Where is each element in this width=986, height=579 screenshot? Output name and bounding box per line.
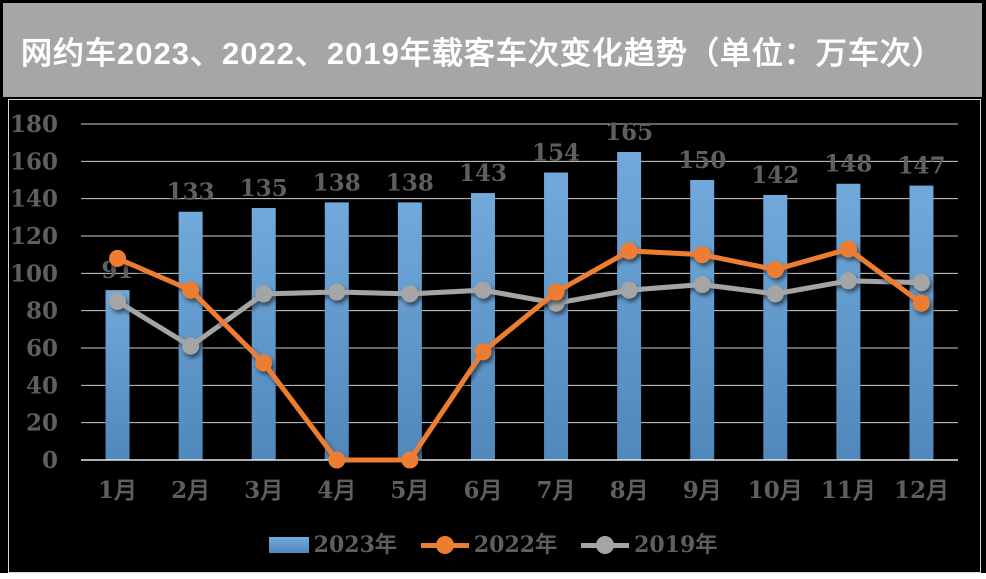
svg-text:160: 160	[10, 148, 58, 175]
svg-text:1月: 1月	[98, 477, 137, 504]
chart-legend: 2023年 2022年 2019年	[0, 533, 986, 557]
svg-text:140: 140	[10, 186, 58, 213]
svg-text:8月: 8月	[610, 477, 649, 504]
svg-text:6月: 6月	[463, 477, 502, 504]
svg-text:138: 138	[386, 169, 434, 196]
svg-text:20: 20	[26, 410, 58, 437]
x-axis-labels: 1月 2月 3月 4月 5月 6月 7月 8月 9月 10月 11月 12月	[98, 477, 949, 504]
y-axis-labels: 180 160 140 120 100 80 60 40 20 0	[10, 111, 58, 474]
svg-text:80: 80	[26, 298, 58, 325]
svg-text:5月: 5月	[390, 477, 429, 504]
svg-text:143: 143	[459, 160, 507, 187]
line-series-2019年	[109, 272, 930, 355]
svg-text:142: 142	[751, 162, 799, 189]
svg-text:138: 138	[313, 169, 361, 196]
svg-text:154: 154	[532, 140, 580, 167]
page-margin	[0, 573, 986, 579]
svg-text:148: 148	[824, 151, 872, 178]
legend-item-2022: 2022年	[420, 532, 558, 558]
svg-text:3月: 3月	[244, 477, 283, 504]
svg-text:133: 133	[167, 179, 215, 206]
svg-text:11月: 11月	[821, 477, 876, 504]
legend-label-2019: 2019年	[634, 532, 718, 558]
svg-text:4月: 4月	[317, 477, 356, 504]
svg-text:135: 135	[240, 175, 288, 202]
svg-text:10月: 10月	[748, 477, 803, 504]
svg-text:40: 40	[26, 372, 58, 399]
svg-text:9月: 9月	[683, 477, 722, 504]
svg-text:100: 100	[10, 260, 58, 287]
gridlines	[81, 123, 958, 424]
svg-text:120: 120	[10, 223, 58, 250]
svg-text:147: 147	[897, 153, 945, 180]
bar-series-2023	[105, 152, 934, 461]
svg-text:165: 165	[605, 119, 653, 146]
svg-text:60: 60	[26, 335, 58, 362]
legend-line-marker-icon	[581, 536, 630, 554]
legend-label-2022: 2022年	[473, 532, 558, 558]
svg-text:180: 180	[10, 111, 58, 138]
legend-line-marker-icon	[420, 536, 469, 554]
legend-item-2019: 2019年	[581, 533, 717, 557]
chart-title-band: 网约车2023、2022、2019年载客车次变化趋势（单位：万车次）	[3, 3, 982, 97]
legend-label-2023: 2023年	[313, 532, 397, 558]
svg-text:150: 150	[678, 147, 726, 174]
svg-text:2月: 2月	[171, 477, 210, 504]
legend-item-2023: 2023年	[268, 532, 397, 558]
legend-swatch-bar-icon	[268, 537, 309, 553]
chart-title: 网约车2023、2022、2019年载客车次变化趋势（单位：万车次）	[21, 35, 944, 71]
line-series-2022年	[109, 240, 930, 469]
svg-text:12月: 12月	[894, 477, 949, 504]
svg-text:0: 0	[42, 447, 58, 474]
svg-text:7月: 7月	[537, 477, 576, 504]
